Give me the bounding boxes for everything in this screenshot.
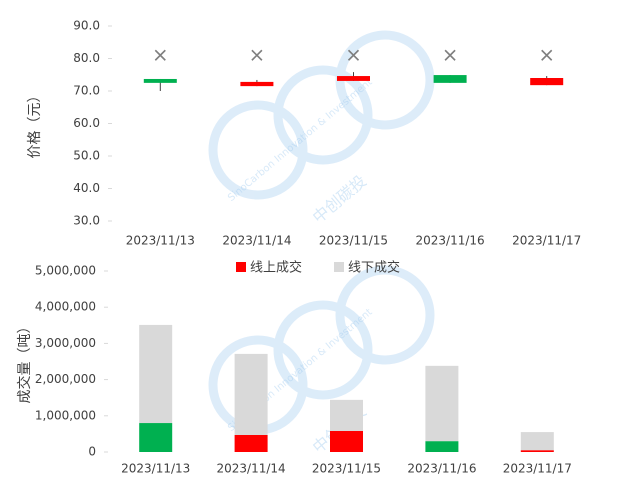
- candle-body: [240, 81, 274, 87]
- bar-segment: [520, 432, 554, 451]
- y-tick-label: 4,000,000: [35, 300, 96, 314]
- bar-segment: [425, 365, 459, 442]
- marker: [154, 49, 166, 61]
- y-tick-label: 90.0: [73, 19, 100, 33]
- marker: [251, 49, 263, 61]
- bar-segment: [330, 399, 363, 432]
- legend-label: 线下成交: [348, 260, 400, 276]
- bar-segment: [234, 353, 268, 435]
- y-tick-label: 70.0: [73, 84, 100, 98]
- y-axis-label: 价格（元）: [27, 89, 43, 159]
- bar-segment: [139, 324, 173, 424]
- bar-segment: [520, 450, 554, 452]
- candle-body: [337, 76, 370, 81]
- bar-segment: [425, 441, 459, 452]
- x-tick-label: 2023/11/15: [312, 462, 381, 476]
- x-tick-label: 2023/11/14: [217, 462, 286, 476]
- bar-segment: [234, 434, 268, 452]
- y-tick-label: 5,000,000: [35, 264, 96, 278]
- y-tick-label: 3,000,000: [35, 336, 96, 350]
- candle-body: [143, 78, 177, 83]
- y-tick-label: 60.0: [73, 116, 100, 130]
- legend-label: 线上成交: [250, 260, 302, 276]
- marker: [444, 49, 456, 61]
- x-tick-label: 2023/11/14: [222, 234, 291, 248]
- x-tick-label: 2023/11/15: [319, 234, 388, 248]
- bar-segment: [330, 431, 363, 452]
- x-tick-label: 2023/11/13: [121, 462, 190, 476]
- y-tick-label: 30.0: [73, 214, 100, 228]
- x-tick-label: 2023/11/17: [503, 462, 572, 476]
- y-axis-label: 成交量（吨）: [16, 320, 33, 404]
- watermark-name: 中创碳投: [309, 171, 370, 227]
- y-tick-label: 0: [88, 445, 96, 459]
- x-tick-label: 2023/11/16: [407, 462, 476, 476]
- y-tick-label: 40.0: [73, 181, 100, 195]
- y-tick-label: 1,000,000: [35, 408, 96, 422]
- x-tick-label: 2023/11/17: [512, 234, 581, 248]
- marker: [541, 49, 553, 61]
- x-tick-label: 2023/11/13: [126, 234, 195, 248]
- y-tick-label: 80.0: [73, 51, 100, 65]
- bar-segment: [139, 423, 173, 452]
- y-tick-label: 2,000,000: [35, 372, 96, 386]
- candle-body: [530, 78, 564, 86]
- legend-swatch: [334, 262, 344, 272]
- y-tick-label: 50.0: [73, 149, 100, 163]
- legend-swatch: [236, 262, 246, 272]
- candle-body: [433, 75, 467, 83]
- marker: [347, 49, 360, 61]
- x-tick-label: 2023/11/16: [416, 234, 485, 248]
